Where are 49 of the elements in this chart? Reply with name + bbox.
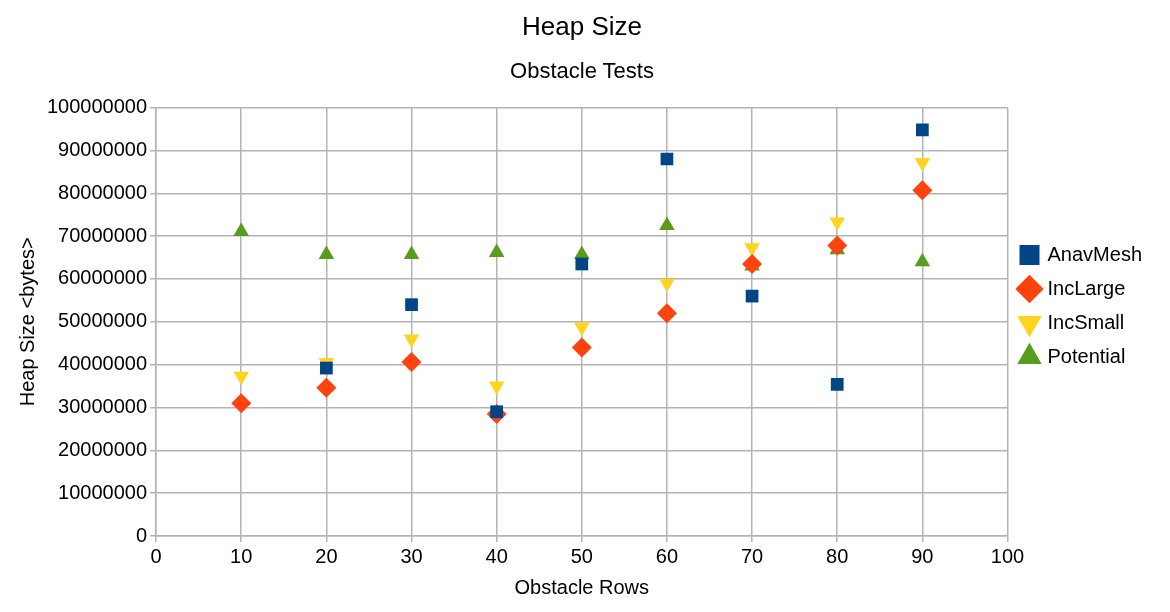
x-tick-label: 90	[911, 544, 934, 567]
chart-title: Heap Size	[522, 10, 642, 41]
y-tick-label: 80000000	[58, 180, 148, 203]
point	[829, 217, 846, 231]
point	[571, 337, 592, 358]
x-tick-label: 80	[826, 544, 849, 567]
x-tick-label: 60	[655, 544, 679, 567]
legend-label: IncLarge	[1047, 276, 1126, 299]
y-tick-label: 100000000	[47, 95, 148, 118]
x-tick-label: 20	[315, 544, 338, 567]
y-tick-label: 90000000	[58, 137, 148, 160]
point	[916, 123, 929, 137]
legend-label: AnavMesh	[1047, 242, 1143, 265]
y-tick-label: 20000000	[58, 437, 148, 460]
y-tick-label: 10000000	[58, 480, 148, 503]
y-tick-label: 50000000	[58, 309, 148, 332]
point	[488, 381, 505, 396]
legend-label: IncSmall	[1047, 310, 1125, 333]
point	[403, 334, 420, 348]
point	[914, 157, 931, 172]
x-tick-label: 30	[400, 544, 423, 567]
point	[401, 352, 422, 373]
point	[405, 298, 418, 312]
point	[233, 371, 250, 386]
x-tick-label: 0	[150, 544, 162, 567]
x-tick-label: 50	[570, 544, 593, 567]
y-tick-label: 40000000	[58, 352, 148, 375]
point	[575, 257, 589, 271]
x-tick-label: 40	[485, 544, 508, 567]
x-tick-label: 100	[990, 544, 1025, 567]
point	[830, 377, 844, 391]
x-axis-title: Obstacle Rows	[514, 575, 650, 598]
point	[912, 180, 933, 201]
x-tick-label: 70	[740, 544, 764, 567]
point	[316, 377, 337, 398]
y-axis-title: Heap Size <bytes>	[15, 237, 38, 407]
x-tick-label: 10	[230, 544, 253, 567]
chart-subtitle: Obstacle Tests	[510, 58, 654, 84]
point	[656, 303, 677, 324]
y-tick-label: 60000000	[58, 266, 148, 289]
point	[574, 322, 590, 336]
point	[231, 393, 252, 414]
y-tick-label: 70000000	[58, 223, 148, 246]
y-tick-label: 30000000	[58, 395, 148, 417]
point	[744, 243, 760, 257]
y-tick-label: 0	[135, 523, 148, 546]
legend-label: Potential	[1047, 344, 1126, 367]
point	[659, 278, 675, 293]
point	[827, 235, 848, 256]
